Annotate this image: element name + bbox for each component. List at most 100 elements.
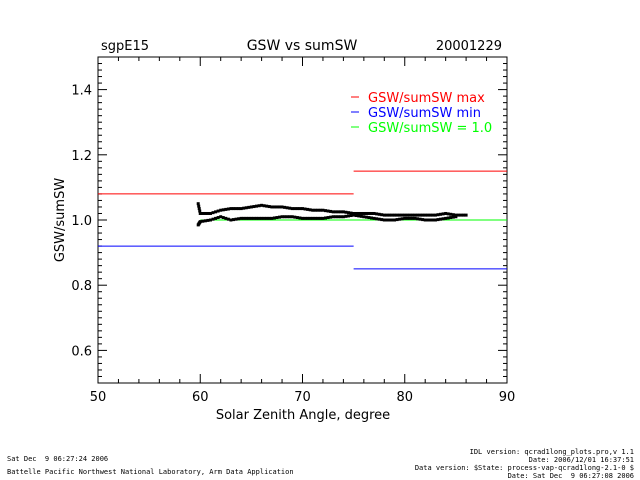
x-tick-label: 70 (294, 390, 311, 405)
data-point (377, 212, 381, 216)
data-point (221, 208, 225, 212)
data-point (364, 211, 368, 215)
data-point (221, 216, 225, 220)
data-point (375, 217, 379, 221)
footer-left-org: Battelle Pacific Northwest National Labo… (7, 468, 294, 476)
data-point (367, 216, 371, 220)
data-point (226, 217, 230, 221)
data-point (283, 215, 287, 219)
data-point (423, 213, 427, 217)
data-point (362, 211, 366, 215)
data-point (280, 215, 284, 219)
data-point (385, 218, 389, 222)
data-point (428, 218, 432, 222)
data-point (316, 216, 320, 220)
data-point (339, 215, 343, 219)
data-point (451, 213, 455, 217)
data-point (308, 216, 312, 220)
data-point (197, 207, 201, 211)
data-point (347, 214, 351, 218)
data-point (336, 215, 340, 219)
data-point (308, 208, 312, 212)
data-point (265, 204, 269, 208)
y-tick-label: 1.2 (71, 149, 92, 164)
data-point (249, 205, 253, 209)
x-axis-label: Solar Zenith Angle, degree (216, 408, 390, 423)
data-point (239, 216, 243, 220)
x-tick-label: 50 (90, 390, 107, 405)
data-point (398, 213, 402, 217)
data-point (428, 213, 432, 217)
data-point (382, 213, 386, 217)
data-point (201, 211, 205, 215)
data-point (370, 216, 374, 220)
data-point (431, 218, 435, 222)
data-point (326, 216, 330, 220)
data-point (226, 207, 230, 211)
data-point (395, 213, 399, 217)
data-point (454, 213, 458, 217)
data-point (416, 213, 420, 217)
data-point (252, 205, 256, 209)
data-point (267, 205, 271, 209)
data-point (224, 216, 228, 220)
site-label: sgpE15 (101, 39, 149, 54)
data-point (306, 207, 310, 211)
data-point (285, 215, 289, 219)
data-point (203, 219, 207, 223)
legend-label: GSW/sumSW = 1.0 (368, 121, 492, 136)
data-point (387, 213, 391, 217)
data-point (380, 218, 384, 222)
data-point (214, 210, 218, 214)
data-point (244, 206, 248, 210)
data-point (270, 216, 274, 220)
data-point (413, 213, 417, 217)
data-point (334, 215, 338, 219)
data-point (272, 216, 276, 220)
legend-label: GSW/sumSW min (368, 106, 481, 121)
data-point (418, 217, 422, 221)
data-point (231, 218, 235, 222)
data-point (257, 204, 261, 208)
data-point (436, 218, 440, 222)
data-point (288, 206, 292, 210)
data-point (324, 216, 328, 220)
x-tick-label: 80 (396, 390, 413, 405)
data-point (344, 214, 348, 218)
data-point (216, 216, 220, 220)
data-point (410, 216, 414, 220)
data-point (403, 213, 407, 217)
data-point (441, 217, 445, 221)
data-point (303, 207, 307, 211)
data-point (380, 213, 384, 217)
data-point (298, 216, 302, 220)
data-point (439, 217, 443, 221)
data-point (277, 205, 281, 209)
data-point (375, 212, 379, 216)
data-point (321, 208, 325, 212)
data-point (446, 212, 450, 216)
data-point (198, 209, 202, 213)
data-point (398, 217, 402, 221)
data-point (334, 210, 338, 214)
plot-area: 50 60 70 80 90 0.6 0.8 1.0 1.2 1.4 (71, 56, 515, 405)
data-point (426, 213, 430, 217)
data-point (464, 213, 468, 217)
data-point (203, 211, 207, 215)
data-point (413, 216, 417, 220)
data-point (306, 216, 310, 220)
data-point (301, 216, 304, 220)
data-point (408, 213, 412, 217)
data-point (462, 213, 466, 217)
data-point (231, 207, 235, 211)
data-point (197, 204, 201, 208)
data-point (242, 216, 246, 220)
data-point (280, 205, 284, 209)
data-point (234, 217, 238, 221)
data-point (426, 218, 430, 222)
data-point (421, 218, 425, 222)
data-point (260, 203, 264, 207)
data-point (347, 211, 351, 215)
data-point (224, 207, 228, 211)
